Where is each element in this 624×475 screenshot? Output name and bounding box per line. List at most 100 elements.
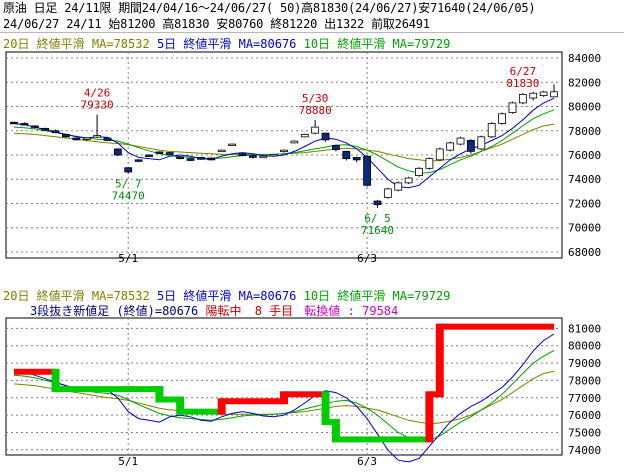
kagi-block-down bbox=[159, 396, 181, 403]
header-period-text: 原油 日足 24/11限 期間24/04/16～24/06/27( 50)高81… bbox=[3, 1, 536, 15]
kagi-label: 3段抜き新値足 (終値)=80676 bbox=[30, 304, 199, 318]
kagi-ma10-line bbox=[13, 349, 555, 442]
kagi-y-tick-label: 78000 bbox=[568, 374, 601, 387]
kagi-y-tick-label: 77000 bbox=[568, 392, 601, 405]
candle-down bbox=[248, 155, 257, 158]
candle-down bbox=[176, 156, 185, 160]
kagi-info: 3段抜き新値足 (終値)=80676 陽転中 8 手目 転換値 : 79584 bbox=[30, 304, 398, 318]
candle-up bbox=[394, 182, 403, 191]
candle-down bbox=[467, 140, 475, 152]
kagi-block-down bbox=[325, 419, 336, 426]
kagi-block-up bbox=[14, 368, 56, 375]
kagi-y-tick-label: 79000 bbox=[568, 357, 601, 370]
candle-down bbox=[145, 154, 153, 157]
candle-down bbox=[113, 148, 122, 156]
header-ohlc-line: 24/06/27 24/11 始81200 高81830 安80760 終812… bbox=[0, 16, 624, 33]
kagi-y-tick-label: 74000 bbox=[568, 444, 601, 457]
legend-ma5-bottom: 5日 終値平滑 MA=80676 bbox=[156, 289, 297, 303]
annotation-value: 79330 bbox=[81, 99, 114, 112]
kagi-block-up bbox=[439, 323, 554, 330]
candle-up bbox=[477, 136, 486, 150]
candle-up bbox=[550, 91, 558, 98]
candle-down bbox=[51, 130, 60, 133]
annotation-value: 78880 bbox=[299, 104, 332, 117]
candle-down bbox=[238, 153, 247, 157]
candle-up bbox=[404, 177, 413, 184]
bottom-legend: 20日 終値平滑 MA=78532 5日 終値平滑 MA=80676 10日 終… bbox=[3, 289, 450, 303]
kagi-step: 8 手目 bbox=[254, 304, 294, 318]
candle-down bbox=[134, 159, 143, 162]
candle-down bbox=[332, 144, 340, 150]
annotation-date: 5/30 bbox=[302, 92, 329, 105]
annotation-date: 6/27 bbox=[510, 65, 537, 78]
candle-down bbox=[352, 157, 361, 161]
annotation-date: 5/ 7 bbox=[115, 178, 142, 191]
annotation-value: 71640 bbox=[361, 224, 394, 237]
candle-up bbox=[383, 188, 392, 198]
kagi-reversal: 転換値 : 79584 bbox=[304, 304, 399, 318]
kagi-column-up bbox=[425, 391, 434, 443]
legend-ma10-bottom: 10日 終値平滑 MA=79729 bbox=[303, 289, 451, 303]
candle-y-tick-label: 70000 bbox=[568, 222, 601, 235]
candle-up bbox=[539, 91, 548, 97]
candle-x-tick-label: 5/1 bbox=[118, 252, 138, 265]
candle-up bbox=[93, 135, 101, 138]
candle-up bbox=[311, 126, 320, 134]
candle-up bbox=[487, 123, 496, 138]
candle-y-tick-label: 74000 bbox=[568, 173, 601, 186]
candle-y-tick-label: 76000 bbox=[568, 149, 601, 162]
candle-y-tick-label: 82000 bbox=[568, 76, 601, 89]
kagi-column-up bbox=[217, 398, 226, 415]
candle-y-tick-label: 84000 bbox=[568, 52, 601, 65]
candle-up bbox=[82, 137, 91, 140]
kagi-block-up bbox=[429, 391, 440, 398]
candle-y-tick-label: 72000 bbox=[568, 197, 601, 210]
candle-up bbox=[498, 113, 506, 124]
annotation-date: 4/26 bbox=[84, 87, 111, 100]
candle-down bbox=[41, 127, 50, 131]
kagi-block-down bbox=[180, 408, 222, 415]
candle-up bbox=[280, 149, 288, 153]
candle-down bbox=[155, 151, 164, 154]
candle-y-tick-label: 80000 bbox=[568, 101, 601, 114]
candle-down bbox=[103, 137, 112, 141]
candle-down bbox=[124, 167, 133, 173]
candle-up bbox=[217, 149, 226, 153]
kagi-column-up bbox=[435, 323, 444, 398]
candle-up bbox=[228, 143, 236, 146]
candle-down bbox=[10, 121, 18, 125]
annotation-value: 81830 bbox=[506, 77, 539, 90]
legend-ma5: 5日 終値平滑 MA=80676 bbox=[156, 37, 297, 51]
kagi-y-tick-label: 76000 bbox=[568, 409, 601, 422]
kagi-x-tick-label: 5/1 bbox=[118, 455, 138, 468]
kagi-x-tick-label: 6/3 bbox=[357, 455, 377, 468]
candle-down bbox=[197, 157, 205, 160]
candle-down bbox=[20, 123, 29, 126]
kagi-y-tick-label: 81000 bbox=[568, 322, 601, 335]
kagi-block-up bbox=[284, 391, 326, 398]
candle-up bbox=[300, 133, 309, 138]
candle-y-tick-label: 78000 bbox=[568, 125, 601, 138]
kagi-column-down bbox=[176, 396, 185, 415]
candle-up bbox=[456, 137, 465, 145]
candle-up bbox=[529, 92, 538, 99]
kagi-column-down bbox=[331, 419, 340, 443]
candle-up bbox=[508, 102, 517, 113]
candle-up bbox=[446, 142, 455, 151]
candle-down bbox=[30, 125, 39, 128]
candle-up bbox=[435, 148, 444, 161]
ma5-line bbox=[13, 97, 555, 189]
header-period-line: 原油 日足 24/11限 期間24/04/16～24/06/27( 50)高81… bbox=[0, 0, 624, 17]
candle-down bbox=[373, 200, 382, 206]
kagi-y-tick-label: 80000 bbox=[568, 340, 601, 353]
kagi-block-down bbox=[55, 386, 160, 393]
candle-up bbox=[290, 140, 299, 144]
candle-y-tick-label: 68000 bbox=[568, 246, 601, 259]
candle-down bbox=[62, 133, 70, 138]
kagi-state: 陽転中 bbox=[205, 304, 242, 318]
kagi-column-down bbox=[155, 386, 164, 403]
kagi-column-down bbox=[321, 391, 330, 426]
candle-up bbox=[415, 167, 423, 176]
kagi-y-tick-label: 75000 bbox=[568, 426, 601, 439]
